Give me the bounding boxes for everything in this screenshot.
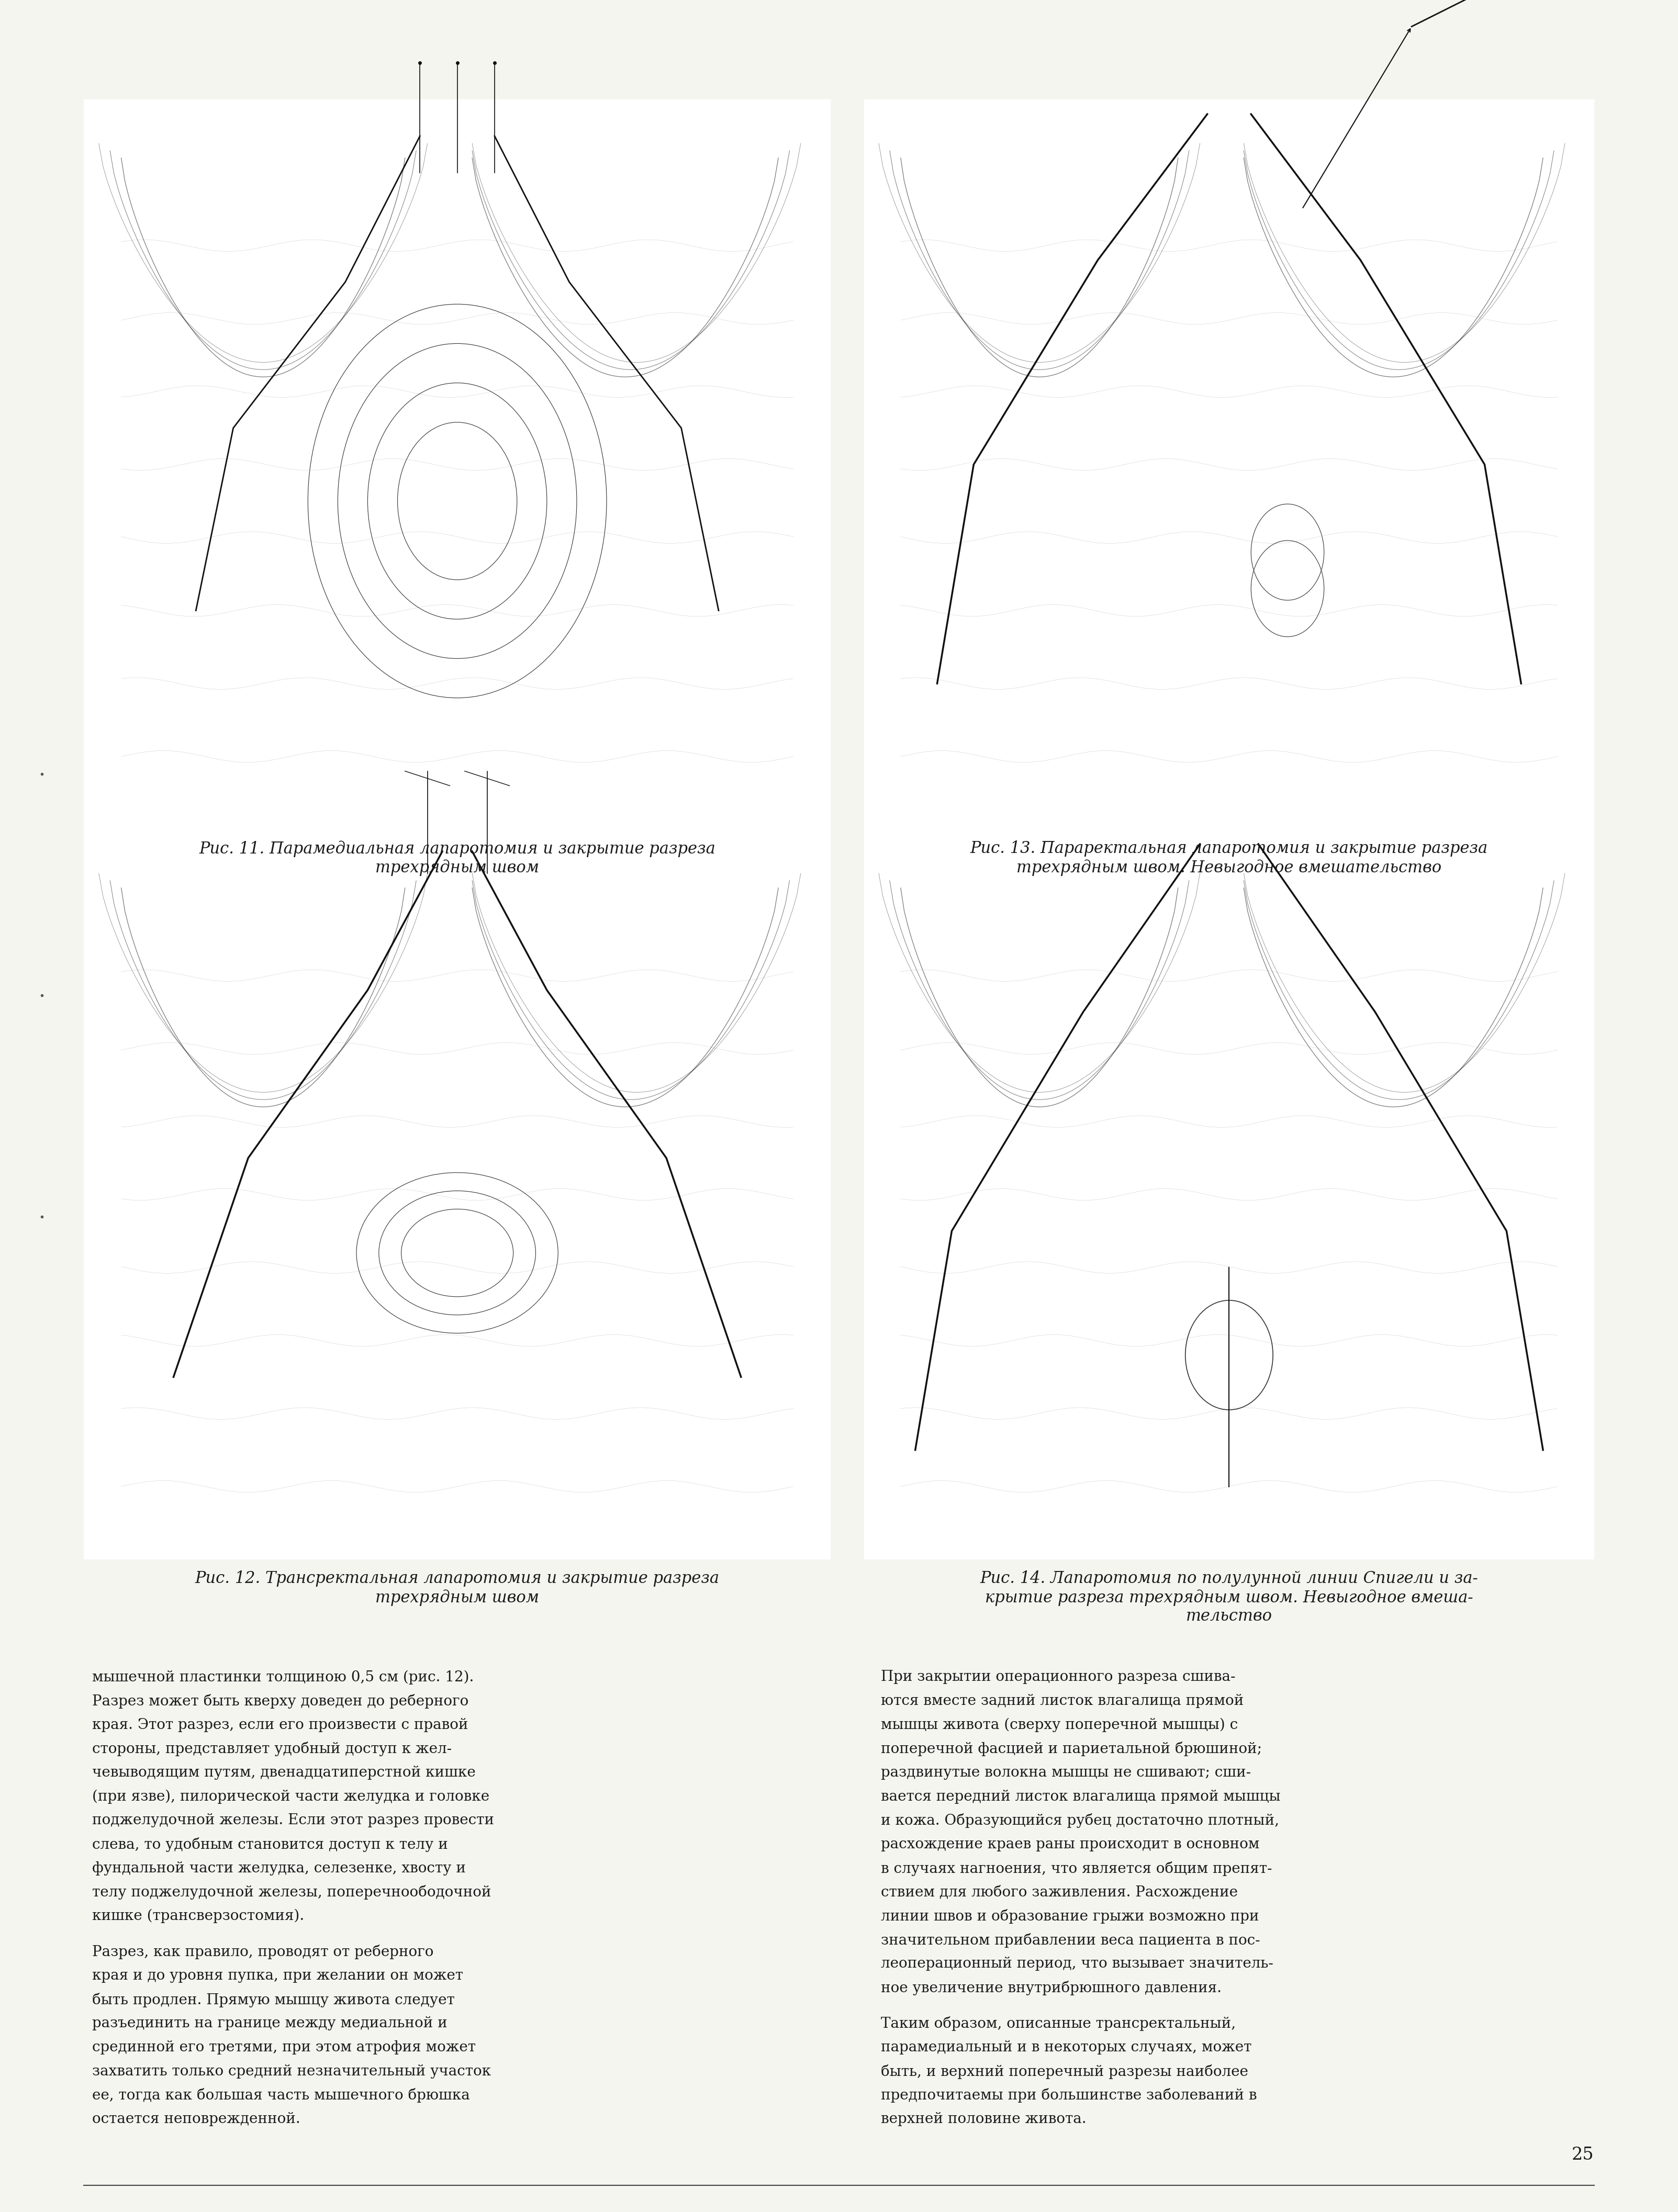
- Text: захватить только средний незначительный участок: захватить только средний незначительный …: [92, 2064, 492, 2079]
- Text: ствием для любого заживления. Расхождение: ствием для любого заживления. Расхождени…: [881, 1885, 1238, 1900]
- Text: остается неповрежденной.: остается неповрежденной.: [92, 2112, 300, 2126]
- Text: поджелудочной железы. Если этот разрез провести: поджелудочной железы. Если этот разрез п…: [92, 1814, 495, 1827]
- Bar: [84, 829, 831, 1559]
- Text: парамедиальный и в некоторых случаях, может: парамедиальный и в некоторых случаях, мо…: [881, 2039, 1252, 2055]
- Text: Рис. 11. Парамедиальная лапаротомия и закрытие разреза
трехрядным швом: Рис. 11. Парамедиальная лапаротомия и за…: [200, 841, 715, 876]
- Text: ное увеличение внутрибрюшного давления.: ное увеличение внутрибрюшного давления.: [881, 1980, 1222, 1995]
- Text: чевыводящим путям, двенадцатиперстной кишке: чевыводящим путям, двенадцатиперстной ки…: [92, 1765, 477, 1781]
- Text: (при язве), пилорической части желудка и головке: (при язве), пилорической части желудка и…: [92, 1790, 490, 1803]
- Text: вается передний листок влагалища прямой мышцы: вается передний листок влагалища прямой …: [881, 1790, 1280, 1803]
- Text: ее, тогда как большая часть мышечного брюшка: ее, тогда как большая часть мышечного бр…: [92, 2088, 470, 2104]
- Text: Рис. 14. Лапаротомия по полулунной линии Спигели и за-
крытие разреза трехрядным: Рис. 14. Лапаротомия по полулунной линии…: [980, 1571, 1478, 1624]
- Text: Разрез может быть кверху доведен до реберного: Разрез может быть кверху доведен до ребе…: [92, 1694, 468, 1708]
- Text: быть, и верхний поперечный разрезы наиболее: быть, и верхний поперечный разрезы наибо…: [881, 2064, 1248, 2079]
- Text: линии швов и образование грыжи возможно при: линии швов и образование грыжи возможно …: [881, 1909, 1258, 1924]
- Text: ются вместе задний листок влагалища прямой: ются вместе задний листок влагалища прям…: [881, 1694, 1243, 1708]
- Text: раздвинутые волокна мышцы не сшивают; сши-: раздвинутые волокна мышцы не сшивают; сш…: [881, 1765, 1252, 1781]
- Text: и кожа. Образующийся рубец достаточно плотный,: и кожа. Образующийся рубец достаточно пл…: [881, 1814, 1279, 1827]
- Text: в случаях нагноения, что является общим препят-: в случаях нагноения, что является общим …: [881, 1860, 1272, 1876]
- Text: быть продлен. Прямую мышцу живота следует: быть продлен. Прямую мышцу живота следуе…: [92, 1993, 455, 2006]
- Text: поперечной фасцией и париетальной брюшиной;: поперечной фасцией и париетальной брюшин…: [881, 1741, 1262, 1756]
- Bar: [864, 100, 1594, 829]
- Text: фундальной части желудка, селезенке, хвосту и: фундальной части желудка, селезенке, хво…: [92, 1860, 466, 1876]
- Bar: [84, 100, 831, 829]
- Text: При закрытии операционного разреза сшива-: При закрытии операционного разреза сшива…: [881, 1670, 1235, 1683]
- Text: предпочитаемы при большинстве заболеваний в: предпочитаемы при большинстве заболевани…: [881, 2088, 1257, 2104]
- Text: кишке (трансверзостомия).: кишке (трансверзостомия).: [92, 1909, 304, 1922]
- Text: Разрез, как правило, проводят от реберного: Разрез, как правило, проводят от реберно…: [92, 1944, 433, 1960]
- Text: 25: 25: [1572, 2146, 1594, 2163]
- Bar: [864, 829, 1594, 1559]
- Text: значительном прибавлении веса пациента в пос-: значительном прибавлении веса пациента в…: [881, 1933, 1260, 1947]
- Text: края. Этот разрез, если его произвести с правой: края. Этот разрез, если его произвести с…: [92, 1719, 468, 1732]
- Text: Рис. 13. Паpaректальная лапаротомия и закрытие разреза
трехрядным швом. Невыгодн: Рис. 13. Паpaректальная лапаротомия и за…: [970, 841, 1488, 876]
- Text: телу поджелудочной железы, поперечноободочной: телу поджелудочной железы, поперечнообод…: [92, 1885, 492, 1900]
- Text: Рис. 12. Трансректальная лапаротомия и закрытие разреза
трехрядным швом: Рис. 12. Трансректальная лапаротомия и з…: [195, 1571, 720, 1606]
- Text: края и до уровня пупка, при желании он может: края и до уровня пупка, при желании он м…: [92, 1969, 463, 1982]
- Text: разъединить на границе между медиальной и: разъединить на границе между медиальной …: [92, 2017, 448, 2031]
- Text: мышцы живота (сверху поперечной мышцы) с: мышцы живота (сверху поперечной мышцы) с: [881, 1719, 1238, 1732]
- Text: стороны, представляет удобный доступ к жел-: стороны, представляет удобный доступ к ж…: [92, 1741, 451, 1756]
- Text: слева, то удобным становится доступ к телу и: слева, то удобным становится доступ к те…: [92, 1838, 448, 1851]
- Text: срединной его третями, при этом атрофия может: срединной его третями, при этом атрофия …: [92, 2039, 477, 2055]
- Text: расхождение краев раны происходит в основном: расхождение краев раны происходит в осно…: [881, 1838, 1260, 1851]
- Text: мышечной пластинки толщиною 0,5 см (рис. 12).: мышечной пластинки толщиною 0,5 см (рис.…: [92, 1670, 475, 1683]
- Text: Таким образом, описанные трансректальный,: Таким образом, описанные трансректальный…: [881, 2017, 1237, 2031]
- Text: верхней половине живота.: верхней половине живота.: [881, 2112, 1086, 2126]
- Text: леоперационный период, что вызывает значитель-: леоперационный период, что вызывает знач…: [881, 1958, 1274, 1971]
